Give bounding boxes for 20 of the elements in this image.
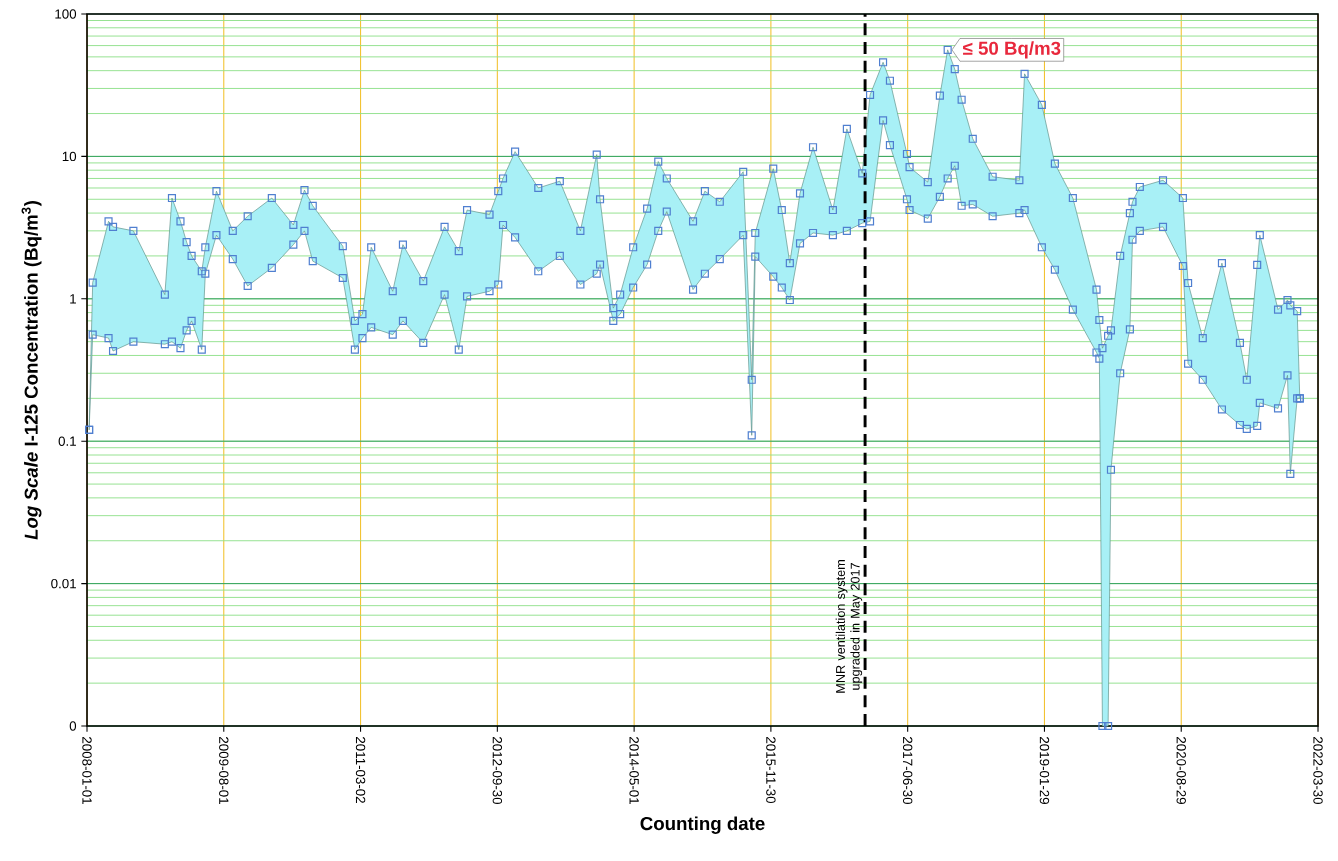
y-tick-label: 0 (69, 721, 77, 731)
x-tick-label: 2022-03-30 (1313, 737, 1323, 805)
x-tick-label: 2012-09-30 (492, 737, 503, 805)
y-tick-label: 0.01 (51, 578, 76, 589)
y-tick-label: 0.1 (58, 436, 76, 446)
x-tick-label: 2019-01-29 (1039, 737, 1050, 804)
y-tick-label: 100 (55, 9, 77, 19)
x-axis-title: Counting date (640, 816, 765, 834)
x-tick-label: 2008-01-01 (82, 737, 92, 804)
ref-line-label: MNR ventilation system upgraded in May 2017 (835, 560, 863, 693)
x-tick-label: 2014-05-01 (629, 737, 639, 804)
x-tick-label: 2011-03-02 (355, 737, 366, 803)
x-tick-label: 2017-06-30 (902, 737, 913, 805)
y-tick-label: 1 (70, 294, 76, 304)
annotation: ≤ 50 Bq/m3 (963, 41, 1061, 59)
x-tick-label: 2015-11-30 (766, 737, 776, 804)
x-tick-label: 2020-08-29 (1176, 737, 1186, 804)
x-tick-label: 2009-08-01 (219, 737, 229, 804)
y-axis-title: Log Scale I-125 Concentration (Bq/m$^{3}$) (21, 201, 42, 540)
y-tick-label: 10 (62, 151, 77, 162)
